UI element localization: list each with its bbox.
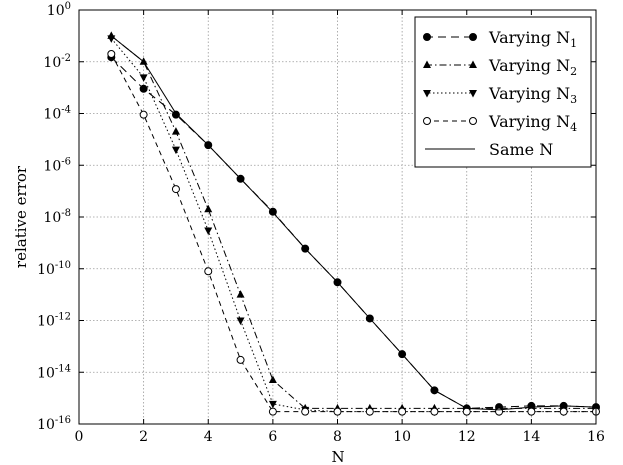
data-point [236,317,245,325]
x-tick-label: 10 [393,429,411,445]
data-point [268,375,277,384]
data-point [171,185,180,194]
data-point [107,49,116,58]
y-tick-label: 10-4 [43,105,71,123]
data-point [469,60,477,68]
legend-label: Varying N2 [488,56,577,78]
x-tick-label: 12 [458,429,476,445]
y-tick-label: 10-14 [37,363,71,381]
data-point [139,57,148,65]
x-tick-label: 8 [333,429,342,445]
x-tick-label: 2 [139,429,148,445]
legend-box [414,16,592,168]
data-point [333,407,342,416]
data-point [423,60,431,68]
legend: Varying N1 Varying N2 Varying N3 Varying N4… [414,16,592,168]
data-point [423,33,431,41]
data-point [236,355,245,364]
legend-label: Same N [489,140,553,159]
data-point [268,400,277,409]
data-point [423,90,431,98]
data-point [527,407,536,416]
ticks [78,9,597,425]
data-point [204,227,213,236]
data-point [301,407,310,416]
y-axis-label: relative error [12,165,30,268]
tick-labels: 0 2 4 6 8 10 12 14 16 100 10-2 10-4 10-6 10-8 10-10 10-… [37,1,605,445]
data-point [204,204,213,213]
data-point [430,407,439,416]
data-point [559,407,568,416]
data-point [139,84,148,93]
data-point [423,117,431,125]
data-point [469,90,477,98]
y-tick-label: 10-6 [43,156,71,174]
x-tick-label: 14 [522,429,540,445]
data-point [139,74,148,82]
y-tick-label: 100 [47,1,71,19]
data-point [268,407,277,416]
x-tick-label: 6 [268,429,277,445]
legend-label: Varying N3 [488,84,577,106]
data-point [139,110,148,119]
data-point [171,127,180,135]
data-point [462,407,471,416]
y-tick-label: 10-10 [37,260,71,278]
y-tick-label: 10-12 [37,312,71,330]
y-tick-label: 10-8 [43,208,71,226]
series-4 [107,49,600,416]
data-point [469,33,477,41]
data-point [171,146,180,155]
data-point [204,267,213,276]
data-point [469,117,477,125]
series-line [110,35,597,411]
legend-label: Varying N4 [488,112,577,134]
data-point [171,110,180,119]
x-tick-label: 0 [75,429,84,445]
data-point [398,407,407,416]
series-line [110,38,596,413]
x-axis-label: N [331,448,344,465]
y-tick-label: 10-16 [37,415,71,433]
series-5 [110,35,597,411]
y-tick-label: 10-2 [43,53,71,71]
x-tick-label: 4 [204,429,213,445]
series-layer [107,31,600,417]
data-point [365,407,374,416]
data-point [236,290,245,298]
legend-label: Varying N1 [488,28,577,50]
x-tick-label: 16 [587,429,605,445]
